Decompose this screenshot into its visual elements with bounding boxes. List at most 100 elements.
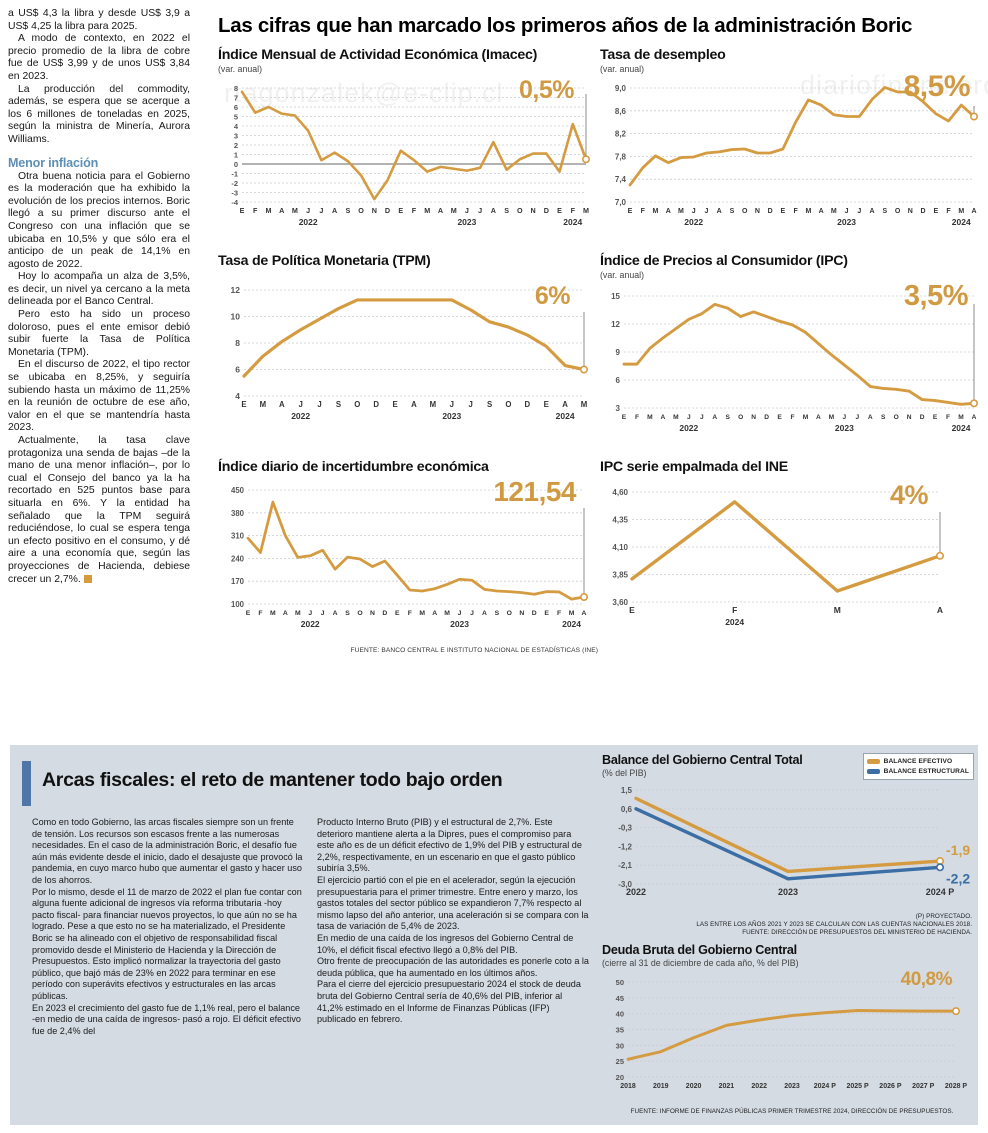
legend-color-swatch: [866, 759, 880, 764]
chart-note-line: (P) PROYECTADO.: [915, 913, 972, 920]
svg-text:5: 5: [234, 113, 238, 122]
svg-text:7,8: 7,8: [615, 152, 627, 161]
svg-text:M: M: [834, 605, 841, 615]
chart-note: (P) PROYECTADO. LAS ENTRE LOS AÑOS 2021 …: [612, 913, 972, 937]
svg-text:J: J: [465, 206, 469, 215]
chart-ipc: Índice de Precios al Consumidor (IPC) (v…: [600, 253, 988, 440]
svg-text:3,85: 3,85: [612, 571, 628, 580]
svg-text:S: S: [495, 610, 500, 617]
svg-text:A: A: [870, 208, 875, 215]
svg-text:A: A: [411, 400, 417, 409]
svg-text:F: F: [412, 206, 417, 215]
svg-text:M: M: [673, 414, 679, 421]
svg-text:2024 P: 2024 P: [926, 887, 955, 897]
svg-text:3,60: 3,60: [612, 598, 628, 607]
svg-text:A: A: [816, 414, 821, 421]
svg-text:F: F: [793, 208, 798, 215]
svg-text:7,4: 7,4: [615, 175, 627, 184]
svg-text:M: M: [958, 208, 964, 215]
svg-text:E: E: [544, 610, 549, 617]
svg-text:7,0: 7,0: [615, 198, 627, 207]
svg-text:2024: 2024: [563, 217, 582, 227]
svg-text:M: M: [803, 414, 809, 421]
svg-text:2024: 2024: [952, 217, 971, 227]
chart-subtitle: (var. anual): [600, 270, 645, 280]
svg-text:2025 P: 2025 P: [847, 1083, 870, 1090]
article-paragraph: a US$ 4,3 la libra y desde US$ 3,9 a US$…: [8, 8, 190, 32]
svg-text:35: 35: [616, 1026, 624, 1035]
fiscal-text-column-1: Como en todo Gobierno, las arcas fiscale…: [32, 817, 304, 1037]
fiscal-panel: Arcas fiscales: el reto de mantener todo…: [10, 745, 978, 1125]
svg-text:M: M: [805, 208, 811, 215]
svg-text:-1,2: -1,2: [618, 842, 632, 851]
chart-incertidumbre: Índice diario de incertidumbre económica…: [218, 459, 598, 654]
svg-text:J: J: [308, 610, 312, 617]
legend-color-swatch: [866, 769, 880, 774]
svg-text:100: 100: [231, 600, 245, 609]
svg-text:D: D: [373, 400, 379, 409]
svg-text:E: E: [393, 400, 398, 409]
svg-text:2024: 2024: [556, 411, 575, 421]
chart-note-line: FUENTE: INFORME DE FINANZAS PÚBLICAS PRI…: [630, 1108, 954, 1115]
svg-text:M: M: [831, 208, 837, 215]
chart-title: Índice de Precios al Consumidor (IPC): [600, 253, 848, 269]
chart-title: Índice diario de incertidumbre económica: [218, 459, 489, 475]
svg-text:50: 50: [616, 978, 624, 987]
svg-text:-2: -2: [231, 179, 238, 188]
svg-text:J: J: [298, 400, 302, 409]
svg-text:2023: 2023: [450, 619, 469, 629]
svg-text:3: 3: [616, 404, 621, 413]
chart-note: FUENTE: INFORME DE FINANZAS PÚBLICAS PRI…: [612, 1108, 972, 1116]
svg-text:4: 4: [234, 122, 239, 131]
svg-text:M: M: [419, 610, 425, 617]
fiscal-text-column-2: Producto Interno Bruto (PIB) y el estruc…: [317, 817, 589, 1026]
chart-legend: BALANCE EFECTIVO BALANCE ESTRUCTURAL: [862, 753, 974, 780]
svg-text:M: M: [569, 610, 575, 617]
svg-text:J: J: [845, 208, 849, 215]
svg-text:2023: 2023: [837, 217, 856, 227]
svg-text:2023: 2023: [784, 1083, 800, 1090]
svg-text:E: E: [777, 414, 782, 421]
svg-text:2024: 2024: [562, 619, 581, 629]
svg-text:2022: 2022: [299, 217, 318, 227]
article-column: a US$ 4,3 la libra y desde US$ 3,9 a US$…: [0, 0, 200, 586]
svg-text:2019: 2019: [653, 1083, 669, 1090]
svg-text:D: D: [544, 206, 549, 215]
svg-text:2022: 2022: [301, 619, 320, 629]
svg-text:S: S: [882, 208, 887, 215]
svg-text:M: M: [451, 206, 457, 215]
svg-text:M: M: [647, 414, 653, 421]
svg-text:2022: 2022: [626, 887, 646, 897]
svg-text:2022: 2022: [751, 1083, 767, 1090]
fiscal-paragraph: Para el cierre del ejercicio presupuesta…: [317, 979, 581, 1025]
svg-text:380: 380: [231, 509, 245, 518]
chart-desempleo: Tasa de desempleo (var. anual) 9,0 8,6 8,2…: [600, 47, 988, 234]
svg-text:4,10: 4,10: [612, 543, 628, 552]
svg-text:2023: 2023: [442, 411, 461, 421]
svg-text:0,6: 0,6: [621, 805, 633, 814]
svg-text:8,6: 8,6: [615, 107, 627, 116]
svg-text:M: M: [260, 400, 267, 409]
svg-text:E: E: [398, 206, 403, 215]
svg-text:2024: 2024: [952, 423, 971, 433]
svg-text:J: J: [687, 414, 691, 421]
fiscal-paragraph: Producto Interno Bruto (PIB) y el estruc…: [317, 817, 582, 874]
svg-text:2022: 2022: [684, 217, 703, 227]
svg-text:9,0: 9,0: [615, 84, 627, 93]
svg-text:A: A: [937, 605, 943, 615]
svg-text:F: F: [732, 605, 737, 615]
svg-text:A: A: [868, 414, 873, 421]
accent-bar: [22, 761, 31, 806]
svg-text:F: F: [571, 206, 576, 215]
legend-label: BALANCE EFECTIVO: [883, 758, 953, 765]
svg-text:2024: 2024: [725, 617, 744, 627]
svg-text:N: N: [908, 208, 913, 215]
svg-text:45: 45: [616, 994, 624, 1003]
svg-text:S: S: [345, 206, 350, 215]
svg-text:2023: 2023: [778, 887, 798, 897]
svg-text:F: F: [253, 206, 258, 215]
svg-text:20: 20: [616, 1073, 624, 1082]
svg-text:-0,3: -0,3: [618, 824, 632, 833]
